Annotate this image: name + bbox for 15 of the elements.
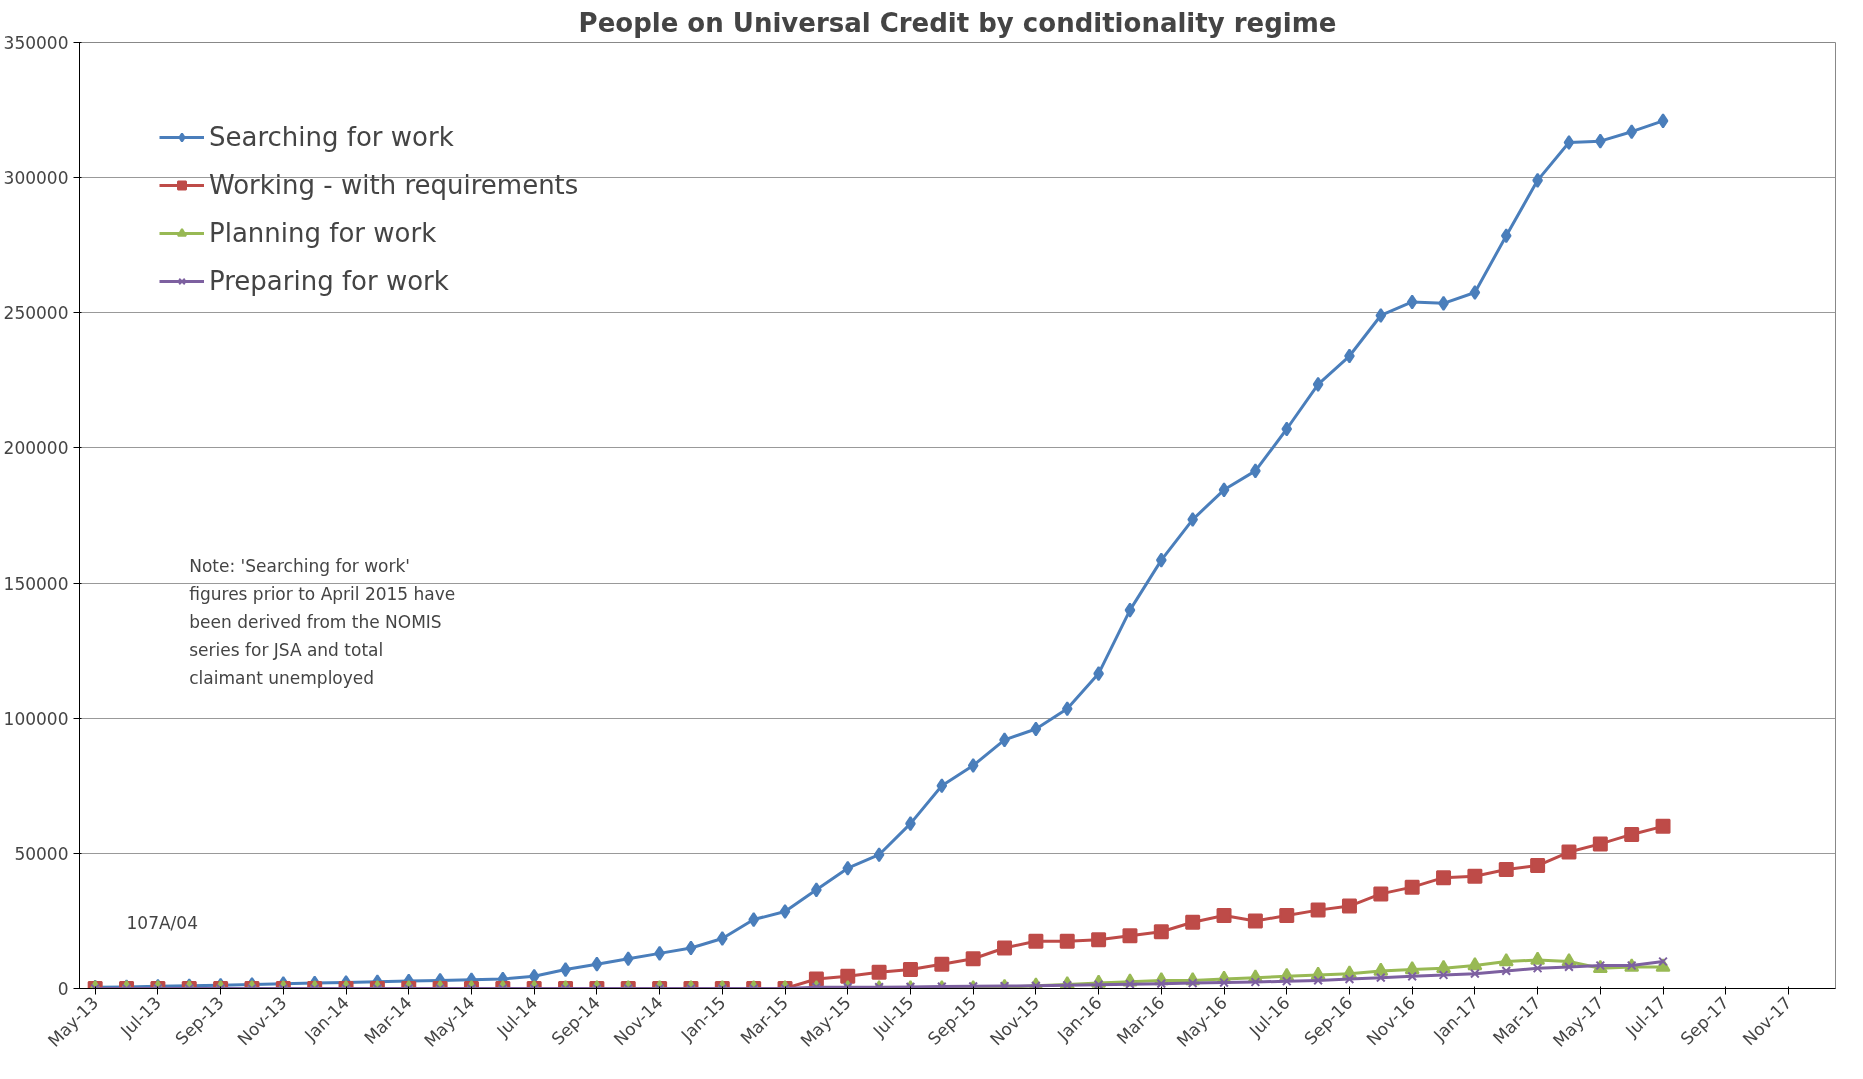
annotation: 107A/04 [126, 912, 198, 933]
y-tick-label: 350000 [3, 33, 69, 53]
y-tick-label: 300000 [3, 168, 69, 189]
y-tick-label: 150000 [3, 573, 69, 594]
legend-label: Searching for work [209, 122, 454, 152]
legend-label: Planning for work [209, 218, 437, 248]
chart-title: People on Universal Credit by conditionality regime [578, 7, 1337, 38]
y-tick-label: 50000 [14, 843, 69, 864]
y-tick-label: 0 [57, 979, 69, 999]
legend-label: Preparing for work [209, 266, 449, 296]
y-tick-label: 200000 [3, 438, 69, 459]
y-tick-label: 100000 [3, 708, 69, 729]
annotation: Note: 'Searching for work' figures prior to April 2015 have been derived from the NOMIS series for JSA and total claimant unemployed [189, 556, 456, 689]
y-tick-label: 250000 [3, 303, 69, 324]
legend-label: Working - with requirements [209, 170, 579, 200]
